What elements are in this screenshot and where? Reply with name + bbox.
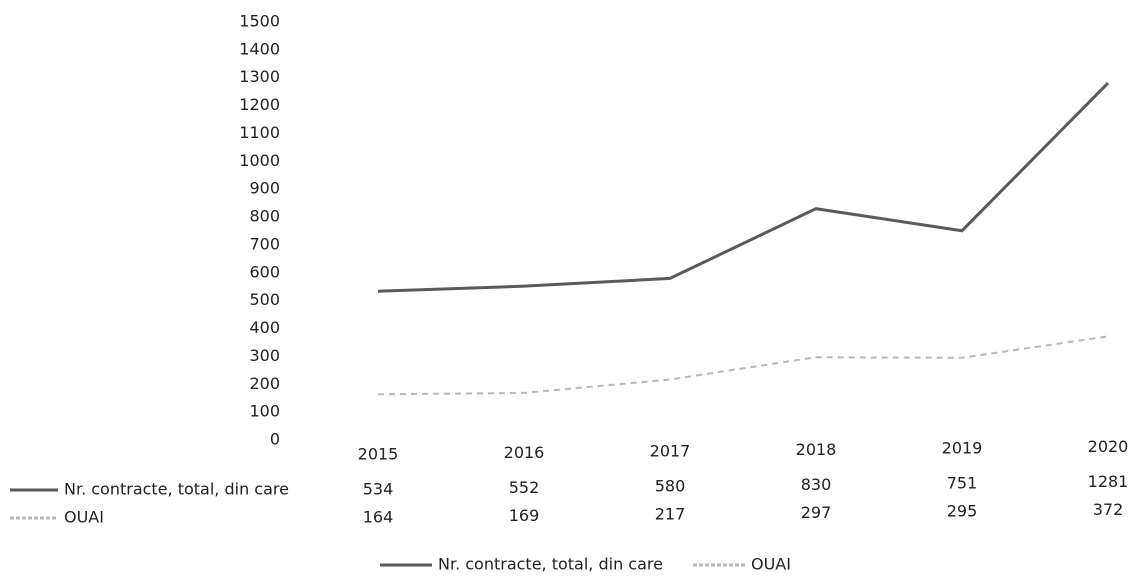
table-cell: 169 [509, 506, 540, 525]
y-tick-label: 600 [249, 262, 280, 281]
y-tick-label: 700 [249, 234, 280, 253]
table-cell: 372 [1093, 500, 1124, 519]
y-tick-label: 100 [249, 402, 280, 421]
table-cell: 297 [801, 503, 832, 522]
x-tick-label: 2017 [650, 442, 691, 461]
x-tick-label: 2018 [796, 440, 837, 459]
y-tick-label: 1500 [239, 12, 280, 31]
legend-label: Nr. contracte, total, din care [438, 555, 663, 574]
y-tick-label: 200 [249, 374, 280, 393]
table-cell: 751 [947, 474, 978, 493]
table-cell: 552 [509, 478, 540, 497]
y-tick-label: 1100 [239, 123, 280, 142]
table-cell: 164 [363, 508, 394, 527]
series-line [377, 81, 1110, 293]
x-tick-label: 2019 [942, 439, 983, 458]
legend-label: OUAI [751, 555, 791, 574]
x-tick-label: 2015 [358, 445, 399, 464]
table-cell: 1281 [1088, 472, 1129, 491]
y-tick-label: 1400 [239, 39, 280, 58]
y-tick-label: 300 [249, 346, 280, 365]
table-cell: 580 [655, 477, 686, 496]
y-tick-label: 1200 [239, 95, 280, 114]
table-cell: 295 [947, 502, 978, 521]
x-tick-label: 2020 [1088, 437, 1129, 456]
table-cell: 217 [655, 505, 686, 524]
y-tick-label: 900 [249, 179, 280, 198]
y-tick-label: 1300 [239, 67, 280, 86]
table-row-header: OUAI [64, 508, 104, 527]
table-cell: 830 [801, 475, 832, 494]
y-tick-label: 1000 [239, 151, 280, 170]
y-tick-label: 400 [249, 318, 280, 337]
table-cell: 534 [363, 480, 394, 499]
y-tick-label: 0 [270, 430, 280, 449]
y-tick-label: 500 [249, 290, 280, 309]
series-line [377, 335, 1109, 396]
x-tick-label: 2016 [504, 443, 545, 462]
table-row-header: Nr. contracte, total, din care [64, 480, 289, 499]
y-tick-label: 800 [249, 207, 280, 226]
